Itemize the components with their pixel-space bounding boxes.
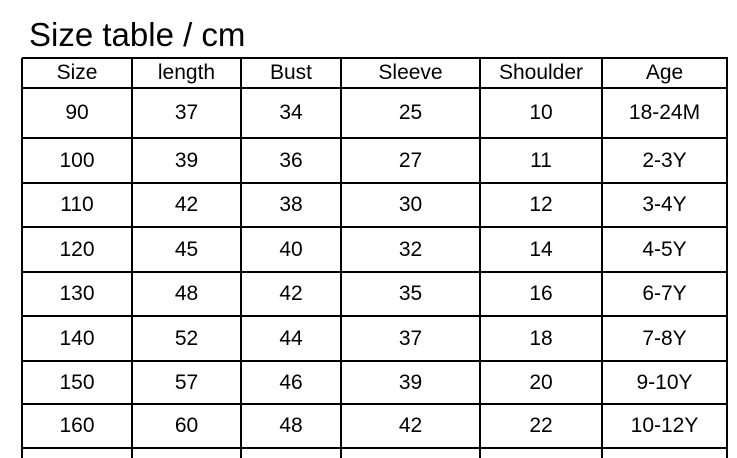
table-cell: 150 (59, 370, 95, 394)
table-cell: 38 (279, 193, 303, 216)
column-divider (240, 58, 242, 458)
table-cell: 16 (529, 282, 553, 305)
column-divider (21, 58, 23, 458)
table-cell: 110 (60, 193, 94, 216)
table-cell: 10-12Y (630, 414, 699, 437)
table-cell: 34 (279, 101, 303, 124)
table-cell: 160 (59, 414, 95, 437)
table-cell: 35 (398, 282, 423, 305)
table-cell: 30 (398, 193, 423, 216)
page-title: Size table / cm (29, 16, 246, 53)
column-header: length (157, 61, 216, 84)
table-cell: 25 (398, 101, 423, 124)
table-cell: 9-10Y (636, 370, 693, 394)
column-header: Shoulder (498, 61, 584, 84)
row-divider (22, 315, 728, 317)
table-cell: 39 (174, 148, 199, 172)
table-cell: 42 (279, 282, 303, 305)
table-cell: 32 (398, 237, 423, 261)
table-cell: 27 (398, 148, 423, 172)
table-cell: 18-24M (628, 101, 701, 124)
table-cell: 130 (59, 282, 95, 305)
table-cell: 120 (59, 237, 95, 261)
table-cell: 3-4Y (642, 193, 687, 216)
table-cell: 4-5Y (642, 237, 687, 261)
table-cell: 20 (529, 370, 553, 394)
column-divider (479, 58, 481, 458)
table-cell: 140 (59, 326, 95, 350)
column-header: Size (56, 61, 98, 84)
column-divider (131, 58, 133, 458)
row-divider (22, 57, 728, 59)
table-cell: 2-3Y (642, 148, 687, 172)
table-cell: 37 (174, 101, 199, 124)
column-divider (340, 58, 342, 458)
table-cell: 42 (398, 414, 423, 437)
row-divider (22, 87, 728, 89)
row-divider (22, 271, 728, 273)
row-divider (22, 403, 728, 405)
table-cell: 44 (279, 326, 303, 350)
table-cell: 36 (279, 148, 303, 172)
table-cell: 40 (279, 237, 303, 261)
table-cell: 12 (529, 193, 553, 216)
table-cell: 11 (530, 148, 552, 172)
table-cell: 57 (174, 370, 199, 394)
table-cell: 100 (59, 148, 95, 172)
row-divider (22, 360, 728, 362)
table-cell: 60 (174, 414, 199, 437)
column-header: Sleeve (378, 61, 443, 84)
table-cell: 39 (398, 370, 423, 394)
table-cell: 48 (279, 414, 303, 437)
table-cell: 37 (398, 326, 423, 350)
table-cell: 14 (529, 237, 553, 261)
table-cell: 90 (65, 101, 89, 124)
table-cell: 18 (529, 326, 553, 350)
table-cell: 7-8Y (642, 326, 687, 350)
column-divider (726, 58, 728, 458)
table-cell: 6-7Y (642, 282, 687, 305)
table-cell: 10 (529, 101, 553, 124)
table-cell: 45 (174, 237, 199, 261)
column-divider (601, 58, 603, 458)
table-cell: 42 (174, 193, 199, 216)
table-cell: 52 (174, 326, 199, 350)
row-divider (22, 226, 728, 228)
row-divider (22, 182, 728, 184)
table-cell: 48 (174, 282, 199, 305)
table-cell: 22 (529, 414, 553, 437)
column-header: Age (645, 61, 684, 84)
row-divider (22, 447, 728, 449)
row-divider (22, 137, 728, 139)
table-cell: 46 (279, 370, 303, 394)
column-header: Bust (269, 61, 313, 84)
